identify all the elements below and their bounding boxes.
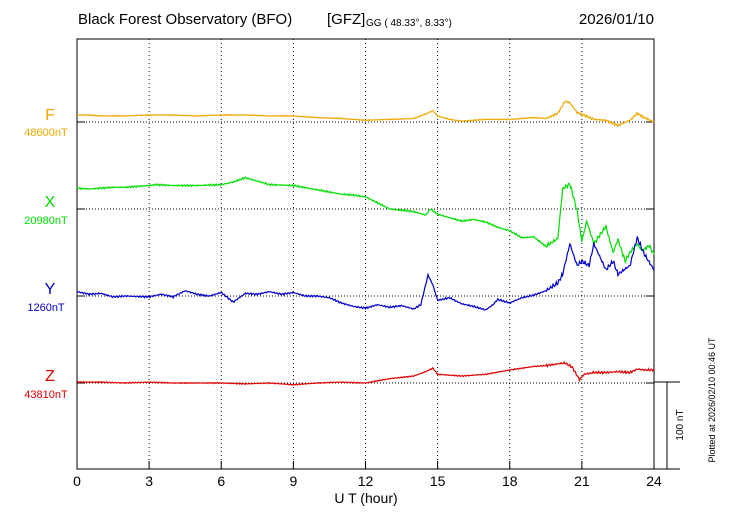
gfz-label: [GFZ] xyxy=(327,11,365,28)
observatory-title: Black Forest Observatory (BFO) xyxy=(78,11,292,28)
x-axis-ticks: 0 3 6 9 12 15 18 21 24 xyxy=(73,461,662,489)
scale-bar-label: 100 nT xyxy=(675,409,686,440)
series-line-x xyxy=(76,176,655,265)
x-tick-label-21: 21 xyxy=(574,473,590,489)
series-lines xyxy=(76,100,655,387)
series-baseline-f: 48600nT xyxy=(24,127,68,139)
series-baseline-x: 20980nT xyxy=(24,215,68,227)
x-axis-label: U T (hour) xyxy=(334,490,397,506)
coordinates-label: GG ( 48.33°, 8.33°) xyxy=(366,18,452,29)
x-tick-label-18: 18 xyxy=(502,473,518,489)
x-tick-label-6: 6 xyxy=(217,473,225,489)
scale-bar: 100 nT xyxy=(654,381,686,470)
series-label-x: X xyxy=(45,194,56,211)
series-label-z: Z xyxy=(45,368,55,385)
series-line-z xyxy=(76,360,655,387)
date-label: 2026/01/10 xyxy=(579,11,654,28)
series-line-y xyxy=(76,236,655,311)
series-baseline-y: 1260nT xyxy=(27,302,65,314)
x-tick-label-12: 12 xyxy=(358,473,374,489)
x-tick-label-3: 3 xyxy=(145,473,153,489)
x-tick-label-15: 15 xyxy=(430,473,446,489)
grid-lines xyxy=(148,39,583,469)
series-label-y: Y xyxy=(45,281,56,298)
plotted-timestamp: Plotted at 2026/02/10 00:46 UT xyxy=(707,337,717,463)
series-line-f xyxy=(76,100,655,128)
x-tick-label-9: 9 xyxy=(289,473,297,489)
series-baseline-z: 43810nT xyxy=(24,389,68,401)
x-tick-label-0: 0 xyxy=(73,473,81,489)
series-label-f: F xyxy=(45,107,55,124)
x-tick-label-24: 24 xyxy=(646,473,662,489)
